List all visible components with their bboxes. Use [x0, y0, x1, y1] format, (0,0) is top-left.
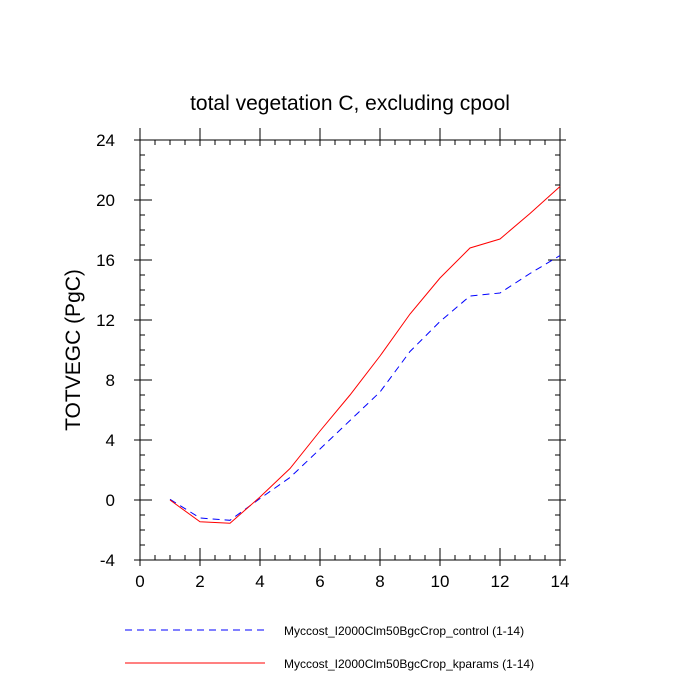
legend: Myccost_I2000Clm50BgcCrop_control (1-14)…: [125, 624, 534, 671]
plot-frame: [139, 139, 561, 561]
y-tick-label: 4: [106, 431, 115, 450]
y-tick-label: 16: [96, 251, 115, 270]
series-line-2: [169, 186, 561, 524]
legend-label-1: Myccost_I2000Clm50BgcCrop_control (1-14): [284, 624, 524, 638]
x-tick-label: 4: [255, 572, 264, 591]
chart-title: total vegetation C, excluding cpool: [190, 92, 510, 115]
x-tick-label: 12: [491, 572, 510, 591]
y-tick-label: 8: [106, 371, 115, 390]
y-tick-label: 20: [96, 191, 115, 210]
y-tick-label: 12: [96, 311, 115, 330]
y-tick-label: -4: [100, 551, 115, 570]
y-axis-label: TOTVEGC (PgC): [62, 269, 85, 431]
x-tick-label: 2: [195, 572, 204, 591]
x-tick-label: 0: [135, 572, 144, 591]
series-lines: [169, 186, 561, 524]
x-tick-label: 6: [315, 572, 324, 591]
x-tick-label: 10: [431, 572, 450, 591]
legend-label-2: Myccost_I2000Clm50BgcCrop_kparams (1-14): [284, 657, 534, 671]
y-tick-label: 0: [106, 491, 115, 510]
series-line-1: [169, 255, 561, 521]
x-tick-label: 14: [551, 572, 570, 591]
axis-ticks: [134, 128, 566, 566]
x-tick-label: 8: [375, 572, 384, 591]
y-tick-label: 24: [96, 131, 115, 150]
